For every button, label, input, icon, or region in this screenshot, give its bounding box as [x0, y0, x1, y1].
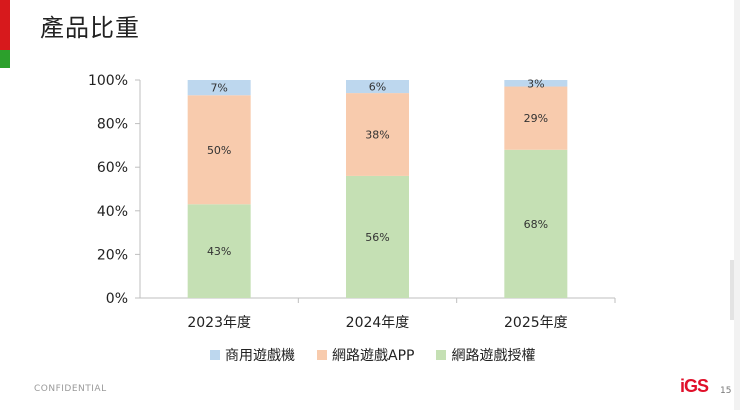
bar-segment [504, 149, 568, 298]
legend-item-licensing: 網路遊戲授權 [436, 345, 535, 365]
x-tick-label: 2023年度 [187, 315, 251, 331]
bar-segment [504, 86, 568, 150]
bar-segment [346, 80, 409, 94]
y-tick-label: 40% [97, 204, 128, 220]
legend-swatch-licensing [436, 350, 447, 360]
data-label: 3% [527, 77, 544, 90]
data-label: 6% [369, 81, 386, 94]
scroll-indicator [730, 260, 734, 320]
data-label: 68% [524, 218, 548, 231]
legend-item-app: 網路遊戲APP [317, 345, 414, 365]
accent-bar-green [0, 50, 10, 68]
y-tick-label: 100% [88, 73, 128, 89]
x-tick-label: 2024年度 [346, 315, 410, 331]
data-label: 56% [365, 231, 389, 244]
bar-segment [504, 80, 568, 87]
accent-bar-red [0, 0, 10, 50]
page-number: 15 [720, 386, 732, 396]
bar-segment [346, 93, 409, 176]
legend-label-commercial: 商用遊戲機 [225, 348, 295, 364]
legend-label-app: 網路遊戲APP [332, 348, 415, 364]
y-tick-label: 20% [97, 247, 128, 263]
bar-segment [187, 80, 251, 96]
data-label: 43% [207, 245, 231, 258]
x-tick-label: 2025年度 [504, 315, 568, 331]
bar-segment [346, 175, 409, 298]
bar-segment [187, 204, 251, 298]
y-tick-label: 80% [97, 117, 128, 133]
data-label: 38% [365, 129, 389, 142]
y-tick-label: 0% [106, 291, 128, 307]
legend-label-licensing: 網路遊戲授權 [451, 348, 536, 364]
chart-legend: 商用遊戲機 網路遊戲APP 網路遊戲授權 [210, 345, 535, 365]
company-logo: iGS [680, 376, 709, 396]
page-title: 產品比重 [40, 14, 140, 42]
legend-swatch-commercial [210, 350, 220, 360]
confidential-footer: CONFIDENTIAL [34, 384, 107, 394]
data-label: 7% [210, 82, 227, 95]
bar-segment [187, 95, 251, 205]
window-edge [734, 0, 740, 410]
legend-item-commercial: 商用遊戲機 [210, 345, 295, 365]
y-tick-label: 60% [97, 160, 128, 176]
data-label: 29% [524, 112, 548, 125]
legend-swatch-app [317, 350, 327, 360]
data-label: 50% [207, 144, 231, 157]
